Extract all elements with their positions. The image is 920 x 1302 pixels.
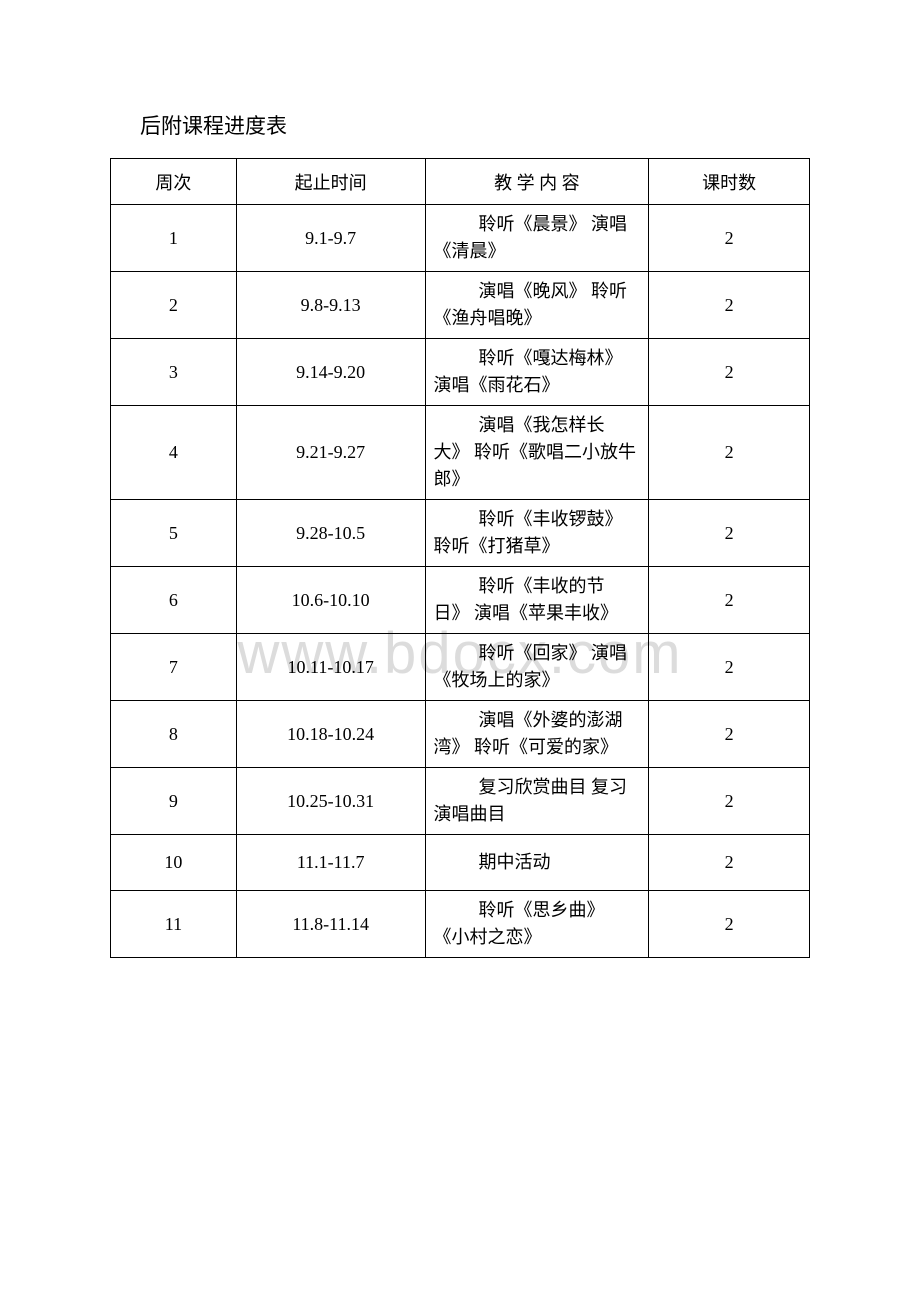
page-title: 后附课程进度表 [140,110,810,140]
cell-hours: 2 [649,272,810,339]
cell-week: 2 [111,272,237,339]
cell-content: 演唱《晚风》 聆听《渔舟唱晚》 [425,272,649,339]
cell-content: 演唱《外婆的澎湖湾》 聆听《可爱的家》 [425,701,649,768]
table-row: 11 11.8-11.14 聆听《思乡曲》 《小村之恋》 2 [111,891,810,958]
cell-date: 11.1-11.7 [236,835,425,891]
cell-week: 8 [111,701,237,768]
cell-week: 1 [111,205,237,272]
cell-hours: 2 [649,339,810,406]
header-hours: 课时数 [649,159,810,205]
cell-hours: 2 [649,891,810,958]
header-week: 周次 [111,159,237,205]
header-date: 起止时间 [236,159,425,205]
cell-hours: 2 [649,567,810,634]
cell-week: 10 [111,835,237,891]
cell-content: 聆听《嘎达梅林》 演唱《雨花石》 [425,339,649,406]
cell-date: 10.11-10.17 [236,634,425,701]
cell-week: 7 [111,634,237,701]
cell-date: 9.8-9.13 [236,272,425,339]
cell-hours: 2 [649,205,810,272]
cell-hours: 2 [649,406,810,500]
cell-week: 5 [111,500,237,567]
cell-date: 10.6-10.10 [236,567,425,634]
header-content: 教 学 内 容 [425,159,649,205]
cell-content: 复习欣赏曲目 复习演唱曲目 [425,768,649,835]
cell-date: 11.8-11.14 [236,891,425,958]
cell-week: 9 [111,768,237,835]
cell-hours: 2 [649,835,810,891]
table-row: 5 9.28-10.5 聆听《丰收锣鼓》 聆听《打猪草》 2 [111,500,810,567]
cell-date: 9.28-10.5 [236,500,425,567]
schedule-table: 周次 起止时间 教 学 内 容 课时数 1 9.1-9.7 聆听《晨景》 演唱《… [110,158,810,958]
cell-date: 10.25-10.31 [236,768,425,835]
cell-week: 3 [111,339,237,406]
cell-content: 聆听《丰收锣鼓》 聆听《打猪草》 [425,500,649,567]
table-row: 4 9.21-9.27 演唱《我怎样长大》 聆听《歌唱二小放牛郎》 2 [111,406,810,500]
cell-content: 演唱《我怎样长大》 聆听《歌唱二小放牛郎》 [425,406,649,500]
table-row: 7 10.11-10.17 聆听《回家》 演唱《牧场上的家》 2 [111,634,810,701]
cell-hours: 2 [649,634,810,701]
cell-date: 9.14-9.20 [236,339,425,406]
cell-content: 期中活动 [425,835,649,891]
table-row: 2 9.8-9.13 演唱《晚风》 聆听《渔舟唱晚》 2 [111,272,810,339]
cell-hours: 2 [649,701,810,768]
schedule-table-wrap: 周次 起止时间 教 学 内 容 课时数 1 9.1-9.7 聆听《晨景》 演唱《… [110,158,810,958]
table-row: 6 10.6-10.10 聆听《丰收的节日》 演唱《苹果丰收》 2 [111,567,810,634]
cell-hours: 2 [649,500,810,567]
cell-date: 9.21-9.27 [236,406,425,500]
cell-content: 聆听《晨景》 演唱《清晨》 [425,205,649,272]
table-body: 1 9.1-9.7 聆听《晨景》 演唱《清晨》 2 2 9.8-9.13 演唱《… [111,205,810,958]
cell-week: 11 [111,891,237,958]
table-row: 9 10.25-10.31 复习欣赏曲目 复习演唱曲目 2 [111,768,810,835]
cell-week: 6 [111,567,237,634]
table-row: 3 9.14-9.20 聆听《嘎达梅林》 演唱《雨花石》 2 [111,339,810,406]
cell-content: 聆听《回家》 演唱《牧场上的家》 [425,634,649,701]
cell-date: 10.18-10.24 [236,701,425,768]
table-row: 10 11.1-11.7 期中活动 2 [111,835,810,891]
table-header-row: 周次 起止时间 教 学 内 容 课时数 [111,159,810,205]
cell-date: 9.1-9.7 [236,205,425,272]
cell-hours: 2 [649,768,810,835]
cell-week: 4 [111,406,237,500]
cell-content: 聆听《丰收的节日》 演唱《苹果丰收》 [425,567,649,634]
cell-content: 聆听《思乡曲》 《小村之恋》 [425,891,649,958]
table-row: 8 10.18-10.24 演唱《外婆的澎湖湾》 聆听《可爱的家》 2 [111,701,810,768]
table-row: 1 9.1-9.7 聆听《晨景》 演唱《清晨》 2 [111,205,810,272]
